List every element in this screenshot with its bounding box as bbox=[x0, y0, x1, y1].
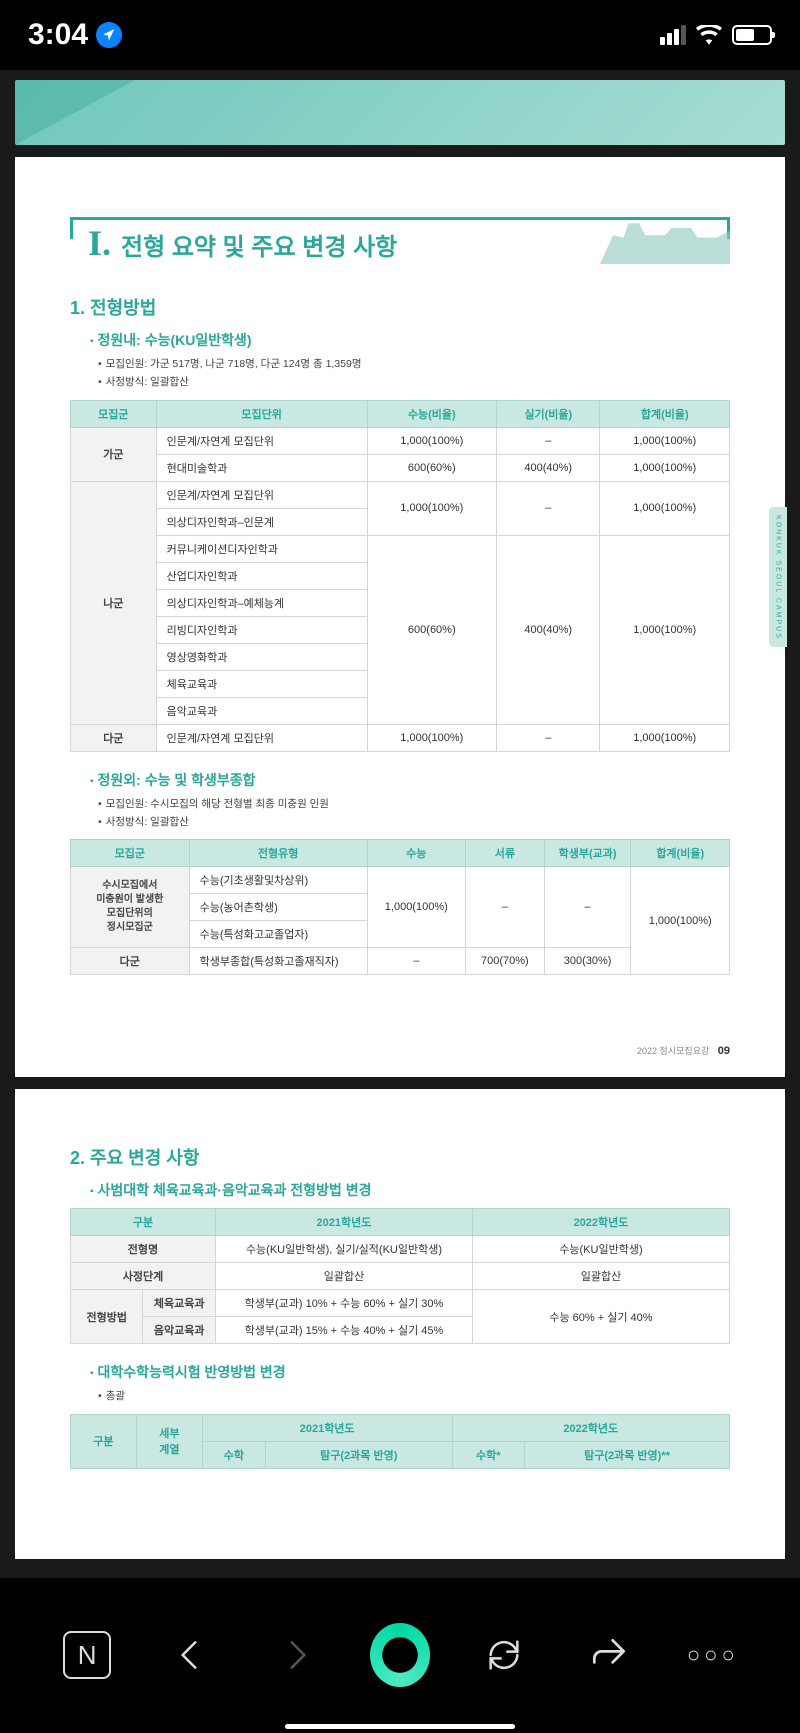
back-button[interactable] bbox=[161, 1625, 221, 1685]
naver-button[interactable]: N bbox=[57, 1625, 117, 1685]
menu-button[interactable]: ○○○ bbox=[683, 1625, 743, 1685]
bullet-text: 모집인원: 가군 517명, 나군 718명, 다군 124명 총 1,359명 bbox=[98, 356, 730, 374]
status-right bbox=[660, 25, 772, 45]
bullet-text: 모집인원: 수시모집의 해당 전형별 최종 미충원 인원 bbox=[98, 796, 730, 814]
document-page-2: 2. 주요 변경 사항 사범대학 체육교육과·음악교육과 전형방법 변경 구분 … bbox=[15, 1089, 785, 1559]
bullet-text: 사정방식: 일괄합산 bbox=[98, 374, 730, 392]
status-bar: 3:04 bbox=[0, 0, 800, 70]
share-button[interactable] bbox=[579, 1625, 639, 1685]
section-heading: 1. 전형방법 bbox=[70, 294, 730, 320]
table-2: 모집군 전형유형 수능 서류 학생부(교과) 합계(비율) 수시모집에서 미충원… bbox=[70, 839, 730, 975]
document-page-1: I. 전형 요약 및 주요 변경 사항 1. 전형방법 정원내: 수능(KU일반… bbox=[15, 157, 785, 1077]
battery-icon bbox=[732, 25, 772, 45]
prev-page-sliver bbox=[15, 80, 785, 145]
page-title-block: I. 전형 요약 및 주요 변경 사항 bbox=[70, 222, 730, 264]
subsection-heading: 사범대학 체육교육과·음악교육과 전형방법 변경 bbox=[90, 1180, 730, 1200]
browser-toolbar: N ○○○ bbox=[0, 1595, 800, 1715]
subsection-heading: 정원외: 수능 및 학생부종합 bbox=[90, 770, 730, 790]
home-button[interactable] bbox=[370, 1625, 430, 1685]
location-icon bbox=[96, 22, 122, 48]
status-time: 3:04 bbox=[28, 18, 88, 52]
side-tab: KONKUK SEOUL CAMPUS bbox=[769, 507, 787, 647]
chapter-title: 전형 요약 및 주요 변경 사항 bbox=[121, 227, 397, 262]
wifi-icon bbox=[696, 25, 722, 45]
document-viewport[interactable]: I. 전형 요약 및 주요 변경 사항 1. 전형방법 정원내: 수능(KU일반… bbox=[0, 70, 800, 1578]
bullet-text: 사정방식: 일괄합산 bbox=[98, 814, 730, 832]
chapter-roman: I. bbox=[88, 222, 111, 264]
subsection-heading: 대학수학능력시험 반영방법 변경 bbox=[90, 1362, 730, 1382]
cellular-icon bbox=[660, 25, 686, 45]
table-1: 모집군 모집단위 수능(비율) 실기(비율) 합계(비율) 가군 인문계/자연계… bbox=[70, 400, 730, 752]
status-left: 3:04 bbox=[28, 18, 122, 52]
forward-button[interactable] bbox=[266, 1625, 326, 1685]
refresh-button[interactable] bbox=[474, 1625, 534, 1685]
table-b: 구분 세부 계열 2021학년도 2022학년도 수학 탐구(2과목 반영) 수… bbox=[70, 1414, 730, 1469]
subsection-heading: 정원내: 수능(KU일반학생) bbox=[90, 330, 730, 350]
bullet-text: 총괄 bbox=[98, 1388, 730, 1406]
home-indicator[interactable] bbox=[285, 1724, 515, 1729]
section-heading: 2. 주요 변경 사항 bbox=[70, 1144, 730, 1170]
page-footer: 2022 정시모집요강 09 bbox=[637, 1044, 730, 1057]
table-a: 구분 2021학년도 2022학년도 전형명 수능(KU일반학생), 실기/실적… bbox=[70, 1208, 730, 1344]
